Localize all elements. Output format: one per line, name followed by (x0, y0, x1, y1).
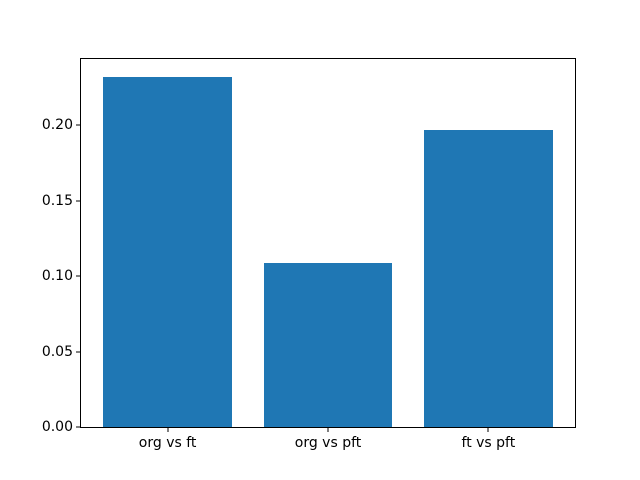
ytick-mark-0.05 (76, 351, 80, 353)
ytick-label-0.15: 0.15 (41, 192, 73, 209)
xtick-label-ft-vs-pft: ft vs pft (461, 435, 516, 451)
ytick-label-0.00: 0.00 (41, 419, 73, 435)
plot-area: 0.00 0.05 0.10 0.15 0.20 org vs ft org vs pft f… (42, 58, 576, 450)
xtick-mark-org-vs-ft (167, 428, 169, 432)
ytick-mark-0.10 (76, 275, 80, 277)
xtick-mark-ft-vs-pft (487, 428, 489, 432)
bar-org-vs-ft (103, 77, 232, 427)
xtick-mark-org-vs-pft (327, 428, 329, 432)
ytick-label-0.20: 0.20 (41, 117, 73, 134)
xtick-label-org-vs-ft: org vs ft (138, 435, 197, 451)
bar-org-vs-pft (263, 262, 393, 427)
ytick-mark-0.20 (76, 124, 80, 126)
ytick-label-0.05: 0.05 (41, 343, 73, 360)
ytick-label-0.10: 0.10 (41, 268, 73, 285)
xtick-label-org-vs-pft: org vs pft (294, 435, 362, 451)
ytick-mark-0.00 (76, 426, 80, 428)
ytick-mark-0.15 (76, 200, 80, 202)
bar-ft-vs-pft (424, 129, 553, 427)
